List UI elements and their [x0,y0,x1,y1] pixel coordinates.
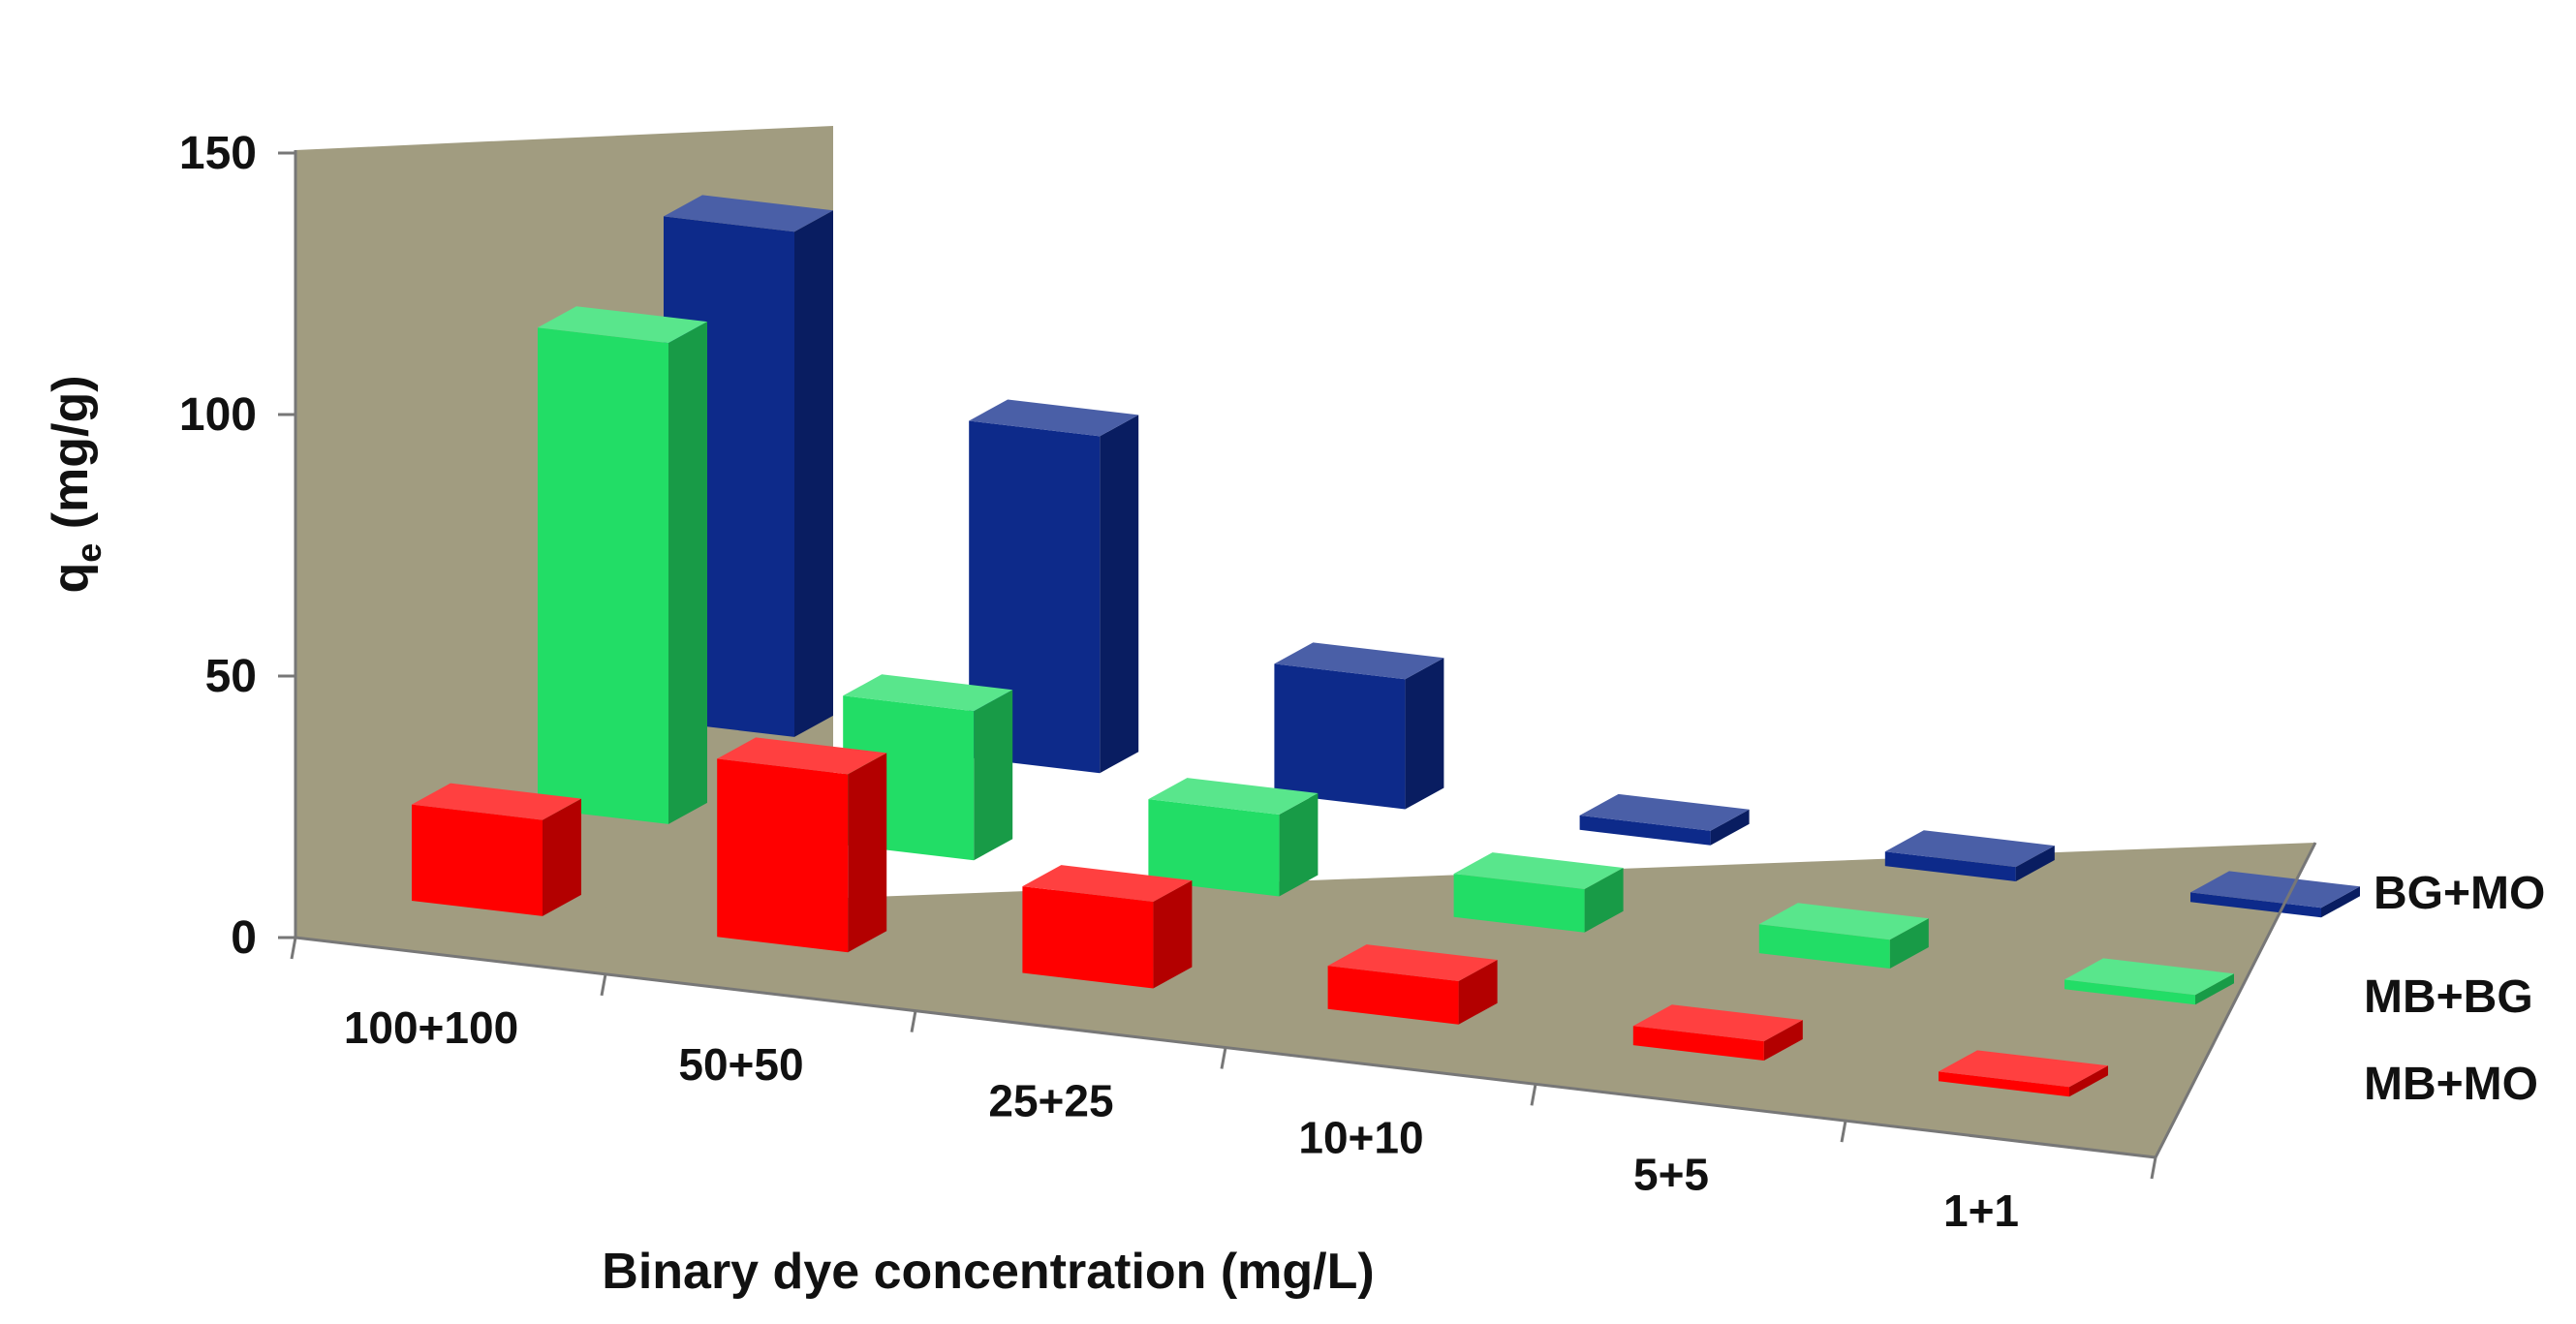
bar [1579,793,1750,846]
bar [2064,958,2234,1005]
x-tick-mark [910,1010,917,1032]
bar-side-face [2321,886,2360,918]
bar-top-face [1274,642,1444,680]
bar-top-face [969,399,1139,437]
x-tick-mark [290,937,297,960]
bar-front-face [1939,1071,2069,1097]
bar [1022,865,1193,989]
bar-front-face [2190,892,2321,918]
x-tick-mark [1220,1047,1227,1069]
bars [412,195,2360,1097]
bar-top-face [1758,903,1929,940]
bar-side-face [2069,1065,2108,1097]
bar-front-face [2064,979,2195,1005]
x-axis-title: Binary dye concentration (mg/L) [602,1244,1374,1300]
bar-top-face [1884,830,2055,868]
bar-top-face [2190,871,2360,908]
bar-side-face [2195,973,2234,1005]
bar [1632,1004,1803,1061]
bar-top-face [1939,1050,2108,1088]
bar-top-face [1022,865,1193,902]
bar-front-face [1274,663,1406,810]
series-axis: MB+MO MB+BG BG+MO [2154,842,2545,1158]
x-tick-mark [1840,1120,1847,1143]
bar-side-face [1153,880,1193,989]
bar [412,783,581,916]
bar [969,399,1139,774]
bar-side-face [1100,415,1139,774]
bar-front-face [538,327,668,824]
category-label: 5+5 [1633,1149,1709,1199]
bar-side-face [543,798,581,916]
series-label: MB+BG [2364,971,2533,1023]
bar [1939,1050,2108,1097]
z-axis-line [2154,842,2317,1158]
bar [717,737,887,953]
bar-front-face [1758,924,1890,969]
bar-top-face [1632,1004,1803,1042]
bar-front-face [1453,874,1585,933]
bar-top-face [1579,793,1750,831]
bar [1148,778,1319,897]
category-axis: 100+100 50+50 25+25 10+10 5+5 1+1 [290,936,2157,1236]
bar [1274,642,1444,810]
category-label: 50+50 [678,1039,803,1090]
bar-front-face [717,758,849,953]
bar-front-face [1327,966,1459,1025]
bar [2190,871,2360,918]
bar-side-face [848,753,887,953]
x-tick-mark [2150,1156,2157,1180]
bar-side-face [794,210,833,737]
bar-side-face [974,690,1013,861]
y-tick-label: 0 [231,912,257,964]
bar-top-face [664,195,833,232]
bar-front-face [969,420,1101,774]
series-label: BG+MO [2374,868,2545,919]
bar-top-face [843,674,1013,712]
bar-side-face [1279,793,1319,897]
bar-top-face [412,783,581,820]
x-tick-mark [600,973,607,997]
bar-side-face [2015,846,2055,881]
bar-side-face [1889,918,1929,969]
bar [1453,852,1624,933]
category-label: 1+1 [1943,1185,2019,1236]
y-axis: 0 50 100 150 [179,128,297,964]
series-label: MB+MO [2364,1059,2538,1110]
bar-front-face [1148,799,1280,897]
bar-front-face [412,804,543,916]
bar-top-face [538,306,707,344]
bar-side-face [1584,868,1624,933]
bar-side-face [1405,658,1444,810]
bar-front-face [1579,815,1711,846]
bar-top-face [1453,852,1624,889]
bar-side-face [1710,809,1750,846]
y-tick-label: 100 [179,389,257,441]
bar-side-face [1763,1020,1803,1061]
y-axis-title: qe (mg/g) [43,375,109,593]
bar-top-face [1327,944,1498,981]
x-tick-mark [1530,1084,1537,1106]
y-tick-label: 50 [205,651,257,702]
category-label: 25+25 [988,1076,1113,1126]
bar-front-face [1022,886,1154,989]
bar-side-face [1458,960,1498,1025]
bar [538,306,707,824]
bar-top-face [717,737,887,775]
bar [1884,830,2055,881]
y-tick-label: 150 [179,128,257,179]
bar-front-face [1632,1026,1764,1061]
bar [1758,903,1929,969]
bar-front-face [1884,851,2016,881]
bar-top-face [2064,958,2234,996]
bar-side-face [668,322,707,824]
bar [1327,944,1498,1025]
bar-top-face [1148,778,1319,815]
category-label: 100+100 [344,1002,518,1053]
category-label: 10+10 [1298,1112,1423,1162]
